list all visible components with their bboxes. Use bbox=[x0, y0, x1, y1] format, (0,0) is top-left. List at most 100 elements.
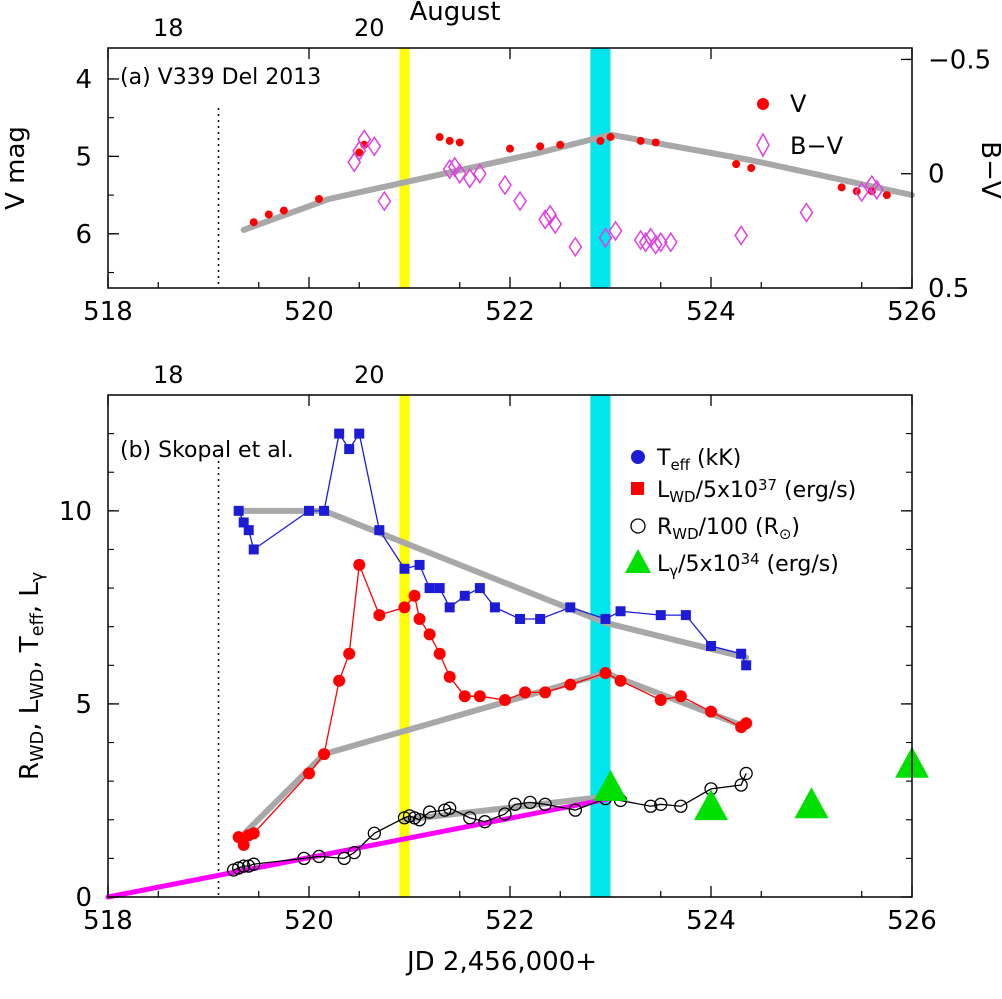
panel-a-point-filled-circle bbox=[882, 191, 891, 200]
panel-a-point-open-diamond bbox=[734, 225, 749, 246]
legend-b-label-part: T bbox=[656, 446, 671, 471]
panel-a-point-open-diamond bbox=[498, 174, 512, 196]
panel-a-point-filled-circle bbox=[249, 218, 258, 227]
panel-b-y-label-part: WD bbox=[28, 669, 48, 700]
panel-b-point-filled-circle bbox=[408, 589, 421, 602]
panel-a-point-filled-circle bbox=[606, 133, 615, 142]
panel-b-point-filled-circle bbox=[353, 558, 366, 571]
panel-a-point-open-diamond bbox=[442, 158, 457, 180]
panel-b-point-filled-circle bbox=[498, 694, 511, 707]
panel-b-cyan-band bbox=[590, 395, 611, 897]
panel-b-point-open-circle bbox=[422, 805, 437, 819]
panel-a-point-filled-circle bbox=[506, 144, 514, 153]
panel-a-point-filled-circle bbox=[556, 140, 565, 149]
panel-a-point-filled-circle bbox=[636, 136, 645, 145]
panel-a-cyan-band bbox=[590, 48, 611, 288]
legend-b-label-part: ) bbox=[791, 515, 800, 540]
panel-b-point-filled-square bbox=[233, 505, 244, 516]
panel-b-gray-trend-LWD bbox=[235, 670, 750, 843]
panel-a-point-open-diamond bbox=[377, 190, 392, 212]
panel-b-point-filled-circle bbox=[413, 612, 426, 625]
panel-b-point-filled-square bbox=[304, 505, 314, 516]
panel-b-point-filled-circle bbox=[433, 647, 446, 660]
legend-a-bv-marker bbox=[756, 132, 770, 158]
legend-b-label-part: /5x10 bbox=[696, 478, 758, 503]
panel-b-point-open-circle bbox=[237, 859, 251, 873]
panel-a-point-open-diamond bbox=[538, 209, 553, 230]
panel-b-point-filled-square bbox=[424, 583, 435, 594]
panel-a-point-filled-circle bbox=[732, 160, 741, 169]
panel-a-yellow-band bbox=[399, 48, 410, 288]
panel-b-point-open-circle bbox=[523, 795, 537, 810]
panel-b-point-filled-circle bbox=[443, 670, 456, 683]
panel-a-point-filled-circle bbox=[445, 136, 454, 145]
panel-b-y-label-part: WD bbox=[28, 731, 48, 762]
legend-b-label-part: L bbox=[657, 478, 670, 503]
panel-b-point-open-circle bbox=[508, 797, 522, 811]
panel-b-point-filled-square bbox=[680, 610, 691, 621]
panel-a-point-filled-circle bbox=[596, 136, 605, 145]
panel-b-point-filled-square bbox=[444, 602, 455, 613]
panel-b-point-filled-circle bbox=[674, 690, 687, 703]
panel-b-x-tick-label: 524 bbox=[686, 906, 736, 936]
panel-b-connector bbox=[233, 773, 747, 871]
panel-b-point-filled-square bbox=[434, 583, 445, 594]
legend-b-label-part: ⊙ bbox=[779, 525, 792, 543]
legend-b-rwd-marker bbox=[630, 518, 646, 534]
panel-a-point-filled-circle bbox=[536, 142, 545, 151]
panel-b-point-open-circle bbox=[347, 845, 361, 860]
panel-a-point-open-diamond bbox=[854, 181, 869, 203]
panel-a-x-tick-label: 524 bbox=[686, 297, 736, 327]
panel-b-point-filled-square bbox=[474, 583, 485, 594]
panel-b-x-tick-label: 522 bbox=[485, 906, 535, 936]
panel-b-point-filled-square bbox=[655, 610, 666, 621]
panel-b-top-tick-label: 20 bbox=[354, 361, 385, 389]
panel-b-connector bbox=[238, 431, 747, 666]
panel-b-yellow-band bbox=[399, 395, 410, 897]
panel-a-point-open-diamond bbox=[548, 213, 563, 235]
panel-b-y-label-part: , L bbox=[15, 699, 45, 731]
panel-a-x-tick-label: 526 bbox=[887, 297, 937, 327]
panel-a-point-filled-circle bbox=[355, 148, 364, 157]
panel-b-point-filled-square bbox=[354, 428, 365, 439]
panel-b-y-tick-label: 0 bbox=[75, 883, 92, 913]
panel-b-y-tick-label: 5 bbox=[75, 690, 92, 720]
panel-a-trend bbox=[240, 131, 915, 233]
legend-a-bv-label: B−V bbox=[790, 132, 844, 160]
panel-b-y-label-part: γ bbox=[28, 572, 48, 582]
panel-b-point-open-circle bbox=[739, 766, 753, 781]
panel-a-y2-tick-label: 0 bbox=[928, 160, 945, 190]
panel-b-point-filled-square bbox=[243, 525, 254, 536]
panel-b-point-filled-square bbox=[600, 613, 611, 624]
panel-b-point-filled-square bbox=[459, 590, 470, 601]
panel-b-point-filled-circle bbox=[398, 601, 411, 614]
panel-b-point-open-circle bbox=[312, 849, 326, 864]
legend-b-label-part: (erg/s) bbox=[777, 478, 856, 503]
panel-b-point-open-circle bbox=[443, 801, 457, 815]
legend-b-label-part: (erg/s) bbox=[760, 552, 839, 577]
panel-a-point-filled-circle bbox=[264, 210, 273, 219]
panel-b-point-filled-circle bbox=[599, 667, 612, 680]
panel-b-point-open-circle bbox=[463, 811, 477, 825]
panel-a-y-tick-label: 4 bbox=[75, 65, 92, 95]
panel-b-point-filled-circle bbox=[458, 690, 471, 703]
panel-a-point-open-diamond bbox=[648, 234, 663, 255]
panel-b-point-open-circle bbox=[247, 857, 261, 871]
panel-b-point-open-circle bbox=[297, 851, 311, 866]
panel-a-point-filled-circle bbox=[651, 138, 660, 147]
legend-b-label: LWD/5x1037 (erg/s) bbox=[657, 476, 856, 505]
panel-b-x-tick-label: 518 bbox=[83, 906, 133, 936]
panel-b-frame bbox=[107, 394, 913, 898]
panel-b-point-filled-circle bbox=[423, 628, 436, 641]
panel-b-point-filled-circle bbox=[303, 767, 315, 780]
panel-b-x-tick-label: 526 bbox=[887, 906, 937, 936]
legend-b-label-part: R bbox=[657, 515, 672, 540]
panel-b-point-filled-triangle bbox=[593, 769, 628, 801]
panel-a-point-open-diamond bbox=[462, 167, 477, 189]
panel-a-top-tick-label: 18 bbox=[153, 14, 184, 42]
panel-a-point-open-diamond bbox=[653, 231, 668, 253]
panel-b-point-filled-circle bbox=[654, 694, 667, 707]
panel-b-gray-trend-Teff bbox=[235, 507, 750, 661]
legend-b-label-part: /100 (R bbox=[699, 515, 779, 540]
